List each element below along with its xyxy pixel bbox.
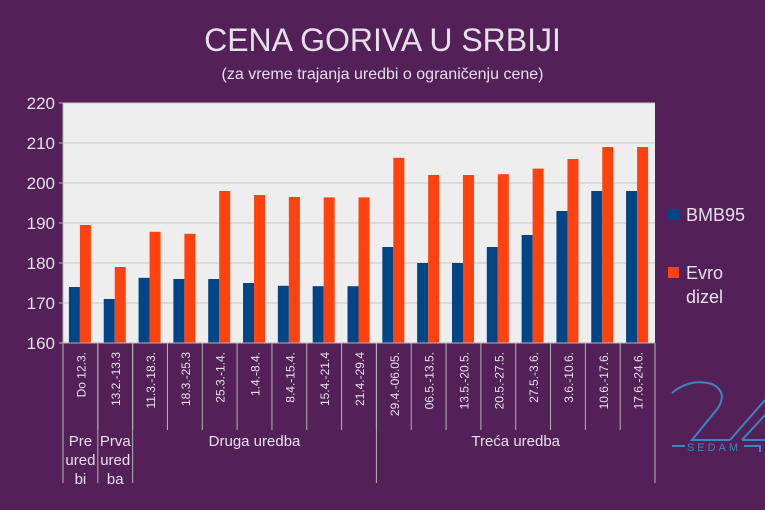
bar-bmb95 [103, 299, 115, 343]
group-label: ured [100, 452, 130, 469]
category-label: 18.3.-25.3 [179, 352, 193, 406]
bar-evro-dizel [323, 197, 335, 343]
category-label: 3.6.-10.6. [562, 352, 576, 403]
bar-bmb95 [68, 287, 80, 343]
bar-bmb95 [451, 263, 463, 343]
bar-evro-dizel [532, 168, 544, 343]
bar-evro-dizel [428, 175, 440, 343]
bar-evro-dizel [254, 195, 266, 343]
category-label: 27.5.-3.6. [527, 352, 541, 403]
group-label: ured [65, 452, 95, 469]
bar-bmb95 [277, 285, 289, 343]
category-label: 20.5.-27.5. [492, 352, 506, 409]
bar-evro-dizel [358, 197, 370, 343]
category-label: 8.4.-15.4. [283, 352, 297, 403]
group-label: ba [107, 471, 124, 488]
bar-bmb95 [521, 235, 533, 343]
bar-bmb95 [138, 277, 150, 343]
bar-evro-dizel [637, 147, 649, 343]
category-label: 13.5.-20.5. [457, 352, 471, 409]
bar-evro-dizel [184, 233, 196, 343]
bar-bmb95 [347, 286, 359, 343]
group-label: bi [75, 471, 87, 488]
category-label: 11.3.-18.3. [144, 352, 158, 408]
group-label: Pre [69, 433, 92, 450]
bar-bmb95 [382, 247, 394, 343]
y-tick-label: 180 [27, 254, 55, 273]
legend-swatch [668, 267, 679, 278]
chart-subtitle: (za vreme trajanja uredbi o ograničenju … [221, 66, 544, 83]
category-label: 13.2.-13.3 [109, 352, 123, 406]
category-label: 10.6.-17.6. [597, 352, 611, 409]
group-label: Druga uredba [209, 433, 301, 450]
bar-evro-dizel [497, 174, 509, 343]
category-label: 29.4.-06.05. [388, 352, 402, 416]
bar-evro-dizel [288, 197, 300, 343]
bar-bmb95 [173, 279, 185, 343]
bar-bmb95 [626, 191, 638, 343]
bar-bmb95 [312, 286, 324, 343]
bar-bmb95 [417, 263, 429, 343]
bar-evro-dizel [567, 159, 579, 343]
legend-label: Evro dizel [686, 263, 724, 307]
category-label: 06.5.-13.5. [423, 352, 437, 409]
bar-evro-dizel [79, 225, 91, 343]
legend-label: BMB95 [686, 205, 746, 225]
bar-bmb95 [591, 191, 603, 343]
y-tick-label: 170 [27, 294, 55, 313]
chart-title: CENA GORIVA U SRBIJI [204, 22, 561, 58]
category-label: Do 12.3. [74, 352, 88, 397]
category-label: 15.4.-21.4 [318, 352, 332, 406]
bar-evro-dizel [393, 157, 405, 343]
y-tick-label: 200 [27, 174, 55, 193]
bar-evro-dizel [149, 231, 161, 343]
category-label: 25.3.-1.4. [214, 352, 228, 403]
y-tick-label: 190 [27, 214, 55, 233]
bar-bmb95 [486, 247, 498, 343]
y-tick-label: 210 [27, 134, 55, 153]
bar-evro-dizel [114, 267, 126, 343]
bar-evro-dizel [219, 191, 231, 343]
category-label: 1.4.-8.4. [249, 352, 263, 396]
bar-evro-dizel [602, 147, 614, 343]
group-label: Prva [100, 433, 132, 450]
y-tick-label: 220 [27, 94, 55, 113]
bar-evro-dizel [462, 175, 474, 343]
bar-bmb95 [556, 211, 568, 343]
bar-bmb95 [243, 283, 255, 343]
legend-swatch [668, 209, 679, 220]
category-label: 17.6.-24.6. [632, 352, 646, 409]
y-tick-label: 160 [27, 334, 55, 353]
category-label: 21.4.-29.4 [353, 352, 367, 406]
bar-bmb95 [208, 279, 220, 343]
group-label: Treća uredba [471, 433, 560, 450]
